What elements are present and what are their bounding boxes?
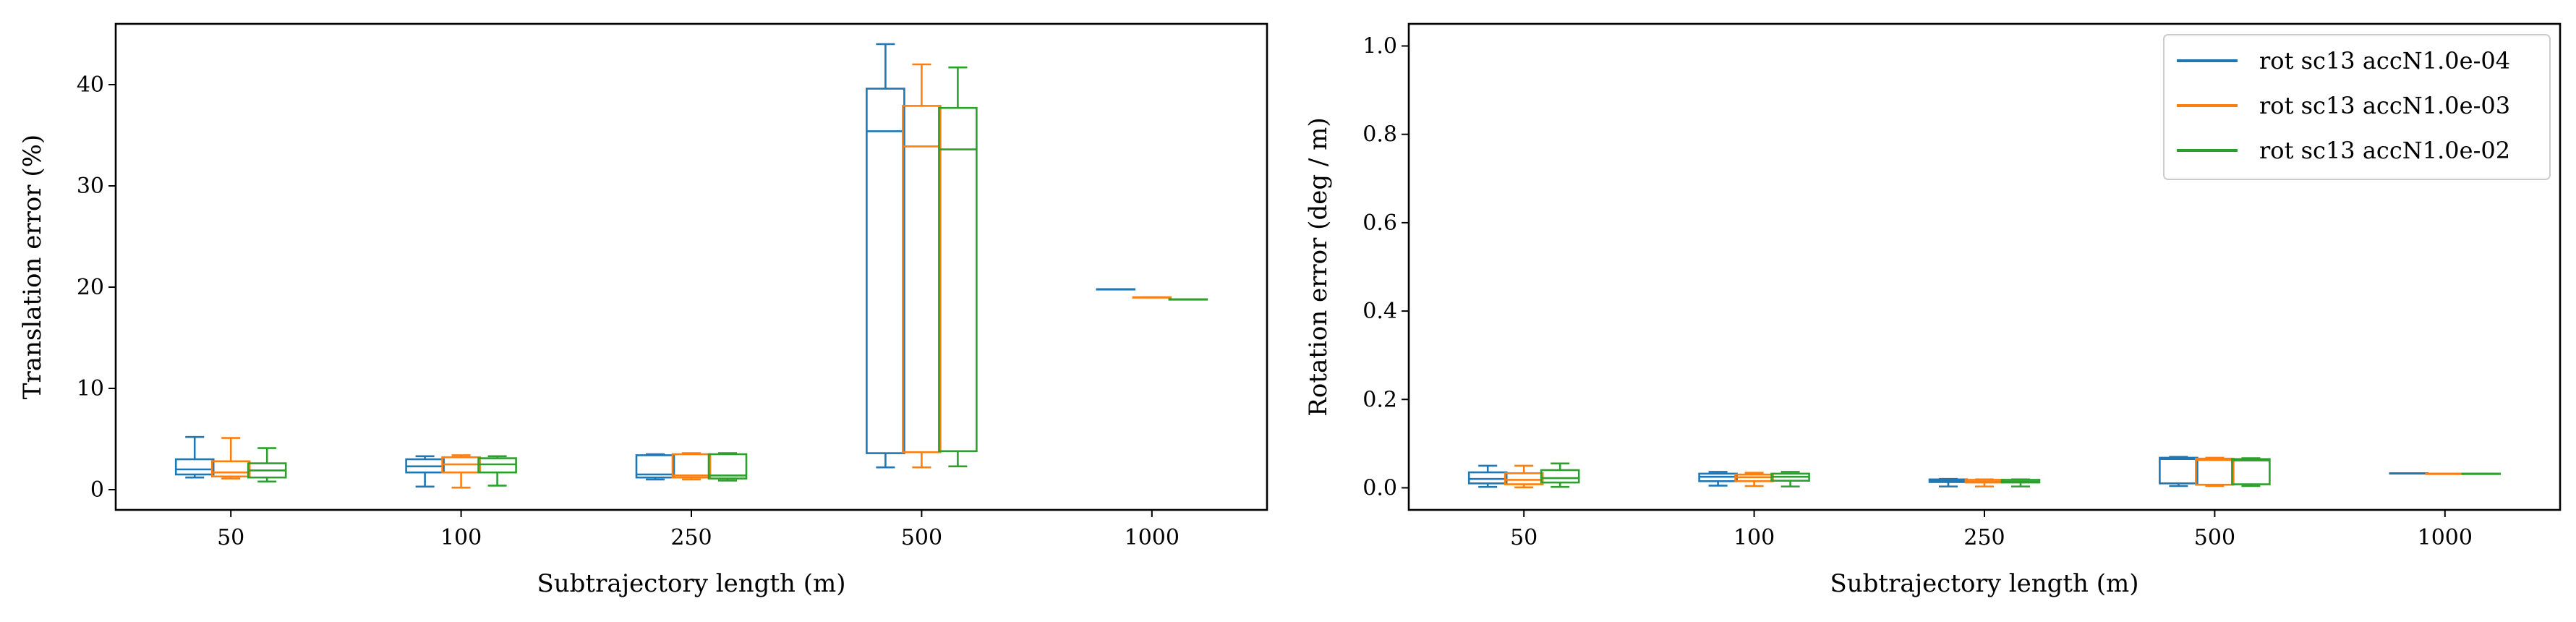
rotation-x-tick-label: 50 bbox=[1510, 525, 1538, 550]
rotation-x-tick-label: 100 bbox=[1733, 525, 1775, 550]
rotation-x-tick-label: 1000 bbox=[2418, 525, 2473, 550]
translation-x-axis-label: Subtrajectory length (m) bbox=[537, 569, 845, 598]
translation-y-tick-label: 40 bbox=[77, 72, 104, 98]
rotation-x-tick-label: 250 bbox=[1963, 525, 2005, 550]
rotation-y-axis-label: Rotation error (deg / m) bbox=[1304, 117, 1333, 416]
box-body bbox=[635, 454, 675, 479]
translation-y-tick-label: 10 bbox=[77, 376, 104, 401]
translation-y-tick-label: 30 bbox=[77, 174, 104, 199]
box-body bbox=[477, 457, 517, 474]
box-body bbox=[938, 106, 978, 453]
box-body bbox=[2195, 457, 2235, 486]
box-body bbox=[1540, 469, 1580, 484]
legend-frame bbox=[2163, 34, 2551, 180]
translation-y-axis-label: Translation error (%) bbox=[18, 135, 47, 399]
translation-series-2 bbox=[247, 66, 1208, 487]
rotation-x-tick-label: 500 bbox=[2194, 525, 2235, 550]
box-body bbox=[210, 460, 251, 478]
translation-x-tick-label: 1000 bbox=[1125, 525, 1180, 550]
legend: rot sc13 accN1.0e-04 rot sc13 accN1.0e-0… bbox=[2163, 34, 2551, 180]
rotation-series-0 bbox=[1467, 456, 2429, 488]
translation-series-1 bbox=[210, 63, 1172, 489]
rotation-y-tick-label: 0.2 bbox=[1362, 387, 1397, 412]
rotation-y-tick-label: 0.0 bbox=[1362, 475, 1397, 500]
rotation-series-2 bbox=[1540, 457, 2502, 488]
box-body bbox=[2231, 458, 2271, 485]
box-body bbox=[174, 458, 215, 476]
rotation-y-tick-label: 0.4 bbox=[1362, 299, 1397, 324]
translation-error-chart: 0 10 20 30 40 50 100 250 500 1000 Subtrajectory l… bbox=[18, 22, 1268, 598]
translation-x-tick-label: 500 bbox=[901, 525, 942, 550]
box-body bbox=[2159, 456, 2198, 485]
translation-x-tick-label: 250 bbox=[670, 525, 712, 550]
box-body bbox=[1504, 472, 1544, 485]
rotation-y-tick-label: 0.8 bbox=[1362, 122, 1397, 148]
translation-boxes bbox=[174, 43, 1208, 489]
translation-plot-frame bbox=[114, 22, 1268, 511]
translation-y-tick-label: 0 bbox=[90, 477, 104, 503]
box-body bbox=[866, 88, 905, 454]
rotation-plot-frame bbox=[1407, 22, 2562, 511]
box-body bbox=[902, 105, 942, 453]
legend-label-1: rot sc13 accN1.0e-03 bbox=[2259, 92, 2510, 119]
rotation-series-1 bbox=[1504, 456, 2465, 489]
rotation-x-axis-label: Subtrajectory length (m) bbox=[1830, 569, 2138, 598]
rotation-boxes bbox=[1467, 456, 2502, 489]
translation-y-tick-label: 20 bbox=[77, 275, 104, 300]
translation-x-tick-label: 50 bbox=[217, 525, 244, 550]
legend-label-2: rot sc13 accN1.0e-02 bbox=[2259, 137, 2510, 164]
legend-label-0: rot sc13 accN1.0e-04 bbox=[2259, 47, 2510, 74]
box-body bbox=[671, 453, 712, 479]
rotation-error-chart: 0.0 0.2 0.4 0.6 0.8 1.0 50 100 250 500 1000 Subtra… bbox=[1304, 22, 2562, 598]
box-body bbox=[1467, 471, 1508, 485]
rotation-ticks: 0.0 0.2 0.4 0.6 0.8 1.0 50 100 250 500 1000 bbox=[1362, 34, 2473, 550]
rotation-y-tick-label: 0.6 bbox=[1362, 210, 1397, 236]
translation-series-0 bbox=[174, 43, 1136, 488]
box-body bbox=[707, 453, 748, 480]
translation-ticks: 0 10 20 30 40 50 100 250 500 1000 bbox=[77, 72, 1180, 550]
rotation-y-tick-label: 1.0 bbox=[1362, 34, 1397, 59]
translation-x-tick-label: 100 bbox=[440, 525, 482, 550]
